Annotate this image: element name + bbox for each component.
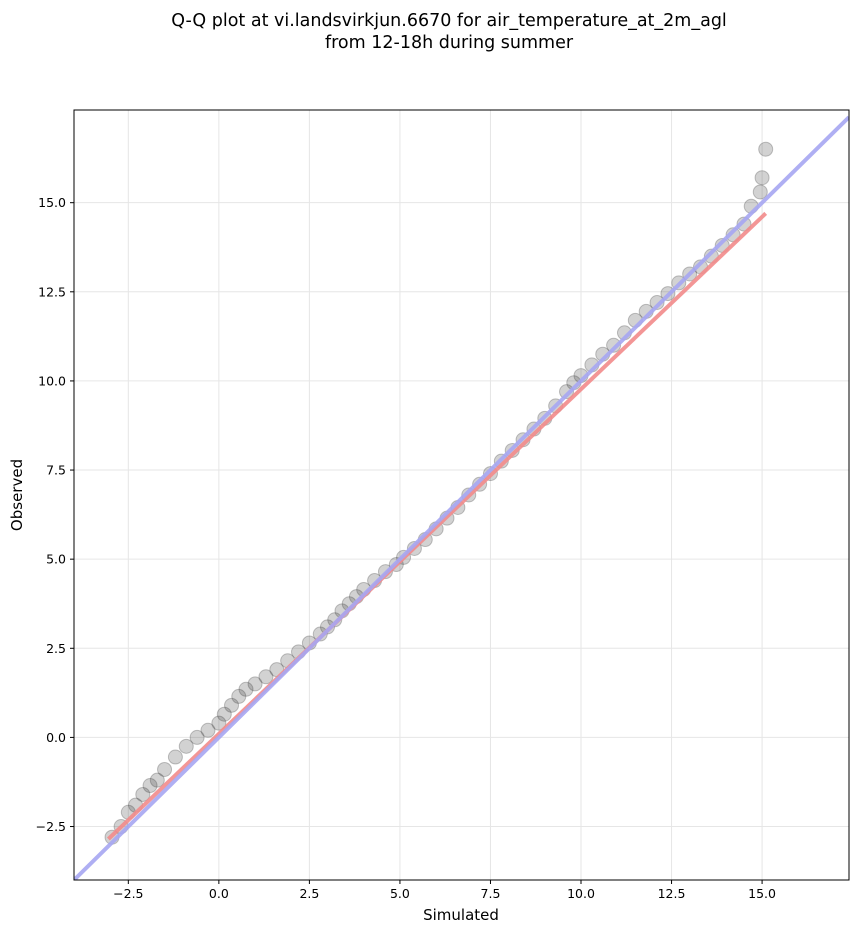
x-tick-label: 7.5 <box>481 886 501 901</box>
y-tick-label: 12.5 <box>38 284 66 299</box>
qq-point <box>327 612 343 628</box>
qq-point <box>758 141 774 157</box>
qq-point <box>238 681 254 697</box>
y-tick-label: 2.5 <box>46 641 66 656</box>
qq-point <box>189 729 205 745</box>
qq-point <box>216 706 232 722</box>
qq-point <box>224 697 240 713</box>
x-tick-label: 12.5 <box>658 886 686 901</box>
qq-point <box>178 738 194 754</box>
x-tick-label: 5.0 <box>390 886 410 901</box>
qq-point <box>320 619 336 635</box>
plot-frame <box>73 109 850 881</box>
chart-title-line-2: from 12-18h during summer <box>325 33 574 53</box>
y-tick-label: 5.0 <box>46 552 66 567</box>
y-tick-label: 15.0 <box>38 195 66 210</box>
grid-lines <box>74 110 849 880</box>
qq-point <box>200 722 216 738</box>
x-tick-label: −2.5 <box>113 886 143 901</box>
y-axis-label: Observed <box>8 459 26 531</box>
qq-point <box>142 778 158 794</box>
qq-point <box>258 669 274 685</box>
qq-point <box>312 626 328 642</box>
y-tick-label: −2.5 <box>36 819 66 834</box>
data-layer <box>74 115 849 880</box>
identity-line <box>74 115 849 880</box>
x-tick-label: 15.0 <box>748 886 776 901</box>
fit-line <box>107 211 768 841</box>
qq-point <box>231 688 247 704</box>
qq-point <box>736 216 752 232</box>
x-tick-label: 0.0 <box>209 886 229 901</box>
qq-point <box>606 337 622 353</box>
qq-point <box>167 749 183 765</box>
qq-point <box>135 786 151 802</box>
qq-point <box>247 676 263 692</box>
y-tick-label: 0.0 <box>46 730 66 745</box>
x-tick-label: 2.5 <box>299 886 319 901</box>
qq-point <box>754 170 770 186</box>
tick-group: −2.5 0.0 2.5 5.0 7.5 10.0 12.5 15.0 −2.5 0.0 2.5 5.… <box>36 195 776 901</box>
qq-point <box>649 295 665 310</box>
qq-point <box>752 184 768 200</box>
qq-point <box>157 761 173 777</box>
chart-title-line-1: Q-Q plot at vi.landsvirkjun.6670 for air… <box>171 11 727 31</box>
y-tick-label: 7.5 <box>46 463 66 478</box>
x-tick-label: 10.0 <box>567 886 595 901</box>
qq-point <box>559 384 575 400</box>
qq-point <box>149 772 165 788</box>
y-tick-label: 10.0 <box>38 373 66 388</box>
x-axis-label: Simulated <box>423 906 499 924</box>
qq-point <box>211 715 227 731</box>
